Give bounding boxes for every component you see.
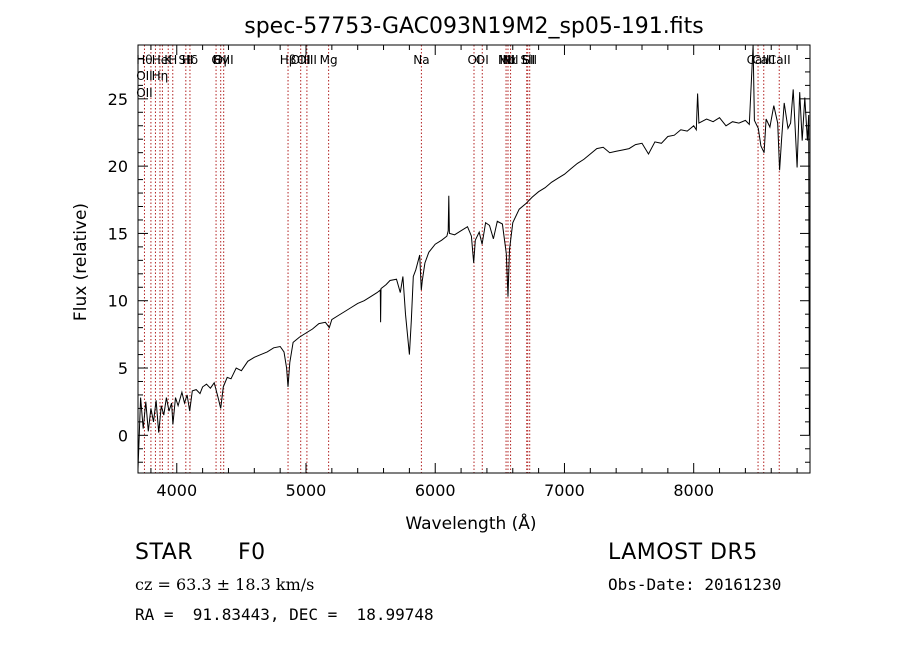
- spectral-line-label: OII: [136, 86, 153, 100]
- spectral-line-label: OI: [476, 53, 489, 67]
- y-tick-label: 5: [118, 359, 128, 378]
- x-tick-label: 4000: [156, 481, 197, 500]
- spectral-line-label: OIII: [297, 53, 317, 67]
- spectral-line-label: SII: [520, 53, 535, 67]
- spectral-line-label: Li: [522, 53, 532, 67]
- chart-title: spec-57753-GAC093N19M2_sp05-191.fits: [244, 14, 704, 39]
- spectral-line-label: OII: [136, 69, 153, 83]
- x-tick-label: 5000: [286, 481, 327, 500]
- spectral-line-label: G: [211, 53, 220, 67]
- redshift-readout: cz = 63.3 ± 18.3 km/s: [135, 575, 315, 594]
- spectrum-series-line: [137, 44, 811, 470]
- spectral-line-label: Hβ: [280, 53, 297, 67]
- spectral-line-label: H: [168, 53, 177, 67]
- spectral-line-label: Hθ: [136, 53, 152, 67]
- x-tick-label: 8000: [673, 481, 714, 500]
- spectral-line-label: Hδ: [182, 53, 198, 67]
- spectral-line-label: Hα: [500, 53, 517, 67]
- y-tick-label: 10: [108, 292, 128, 311]
- y-axis-label: Flux (relative): [71, 203, 91, 321]
- spectral-line-label: K: [164, 53, 173, 67]
- x-tick-label: 7000: [544, 481, 585, 500]
- y-tick-label: 20: [108, 157, 128, 176]
- spectral-line-label: Hγ: [213, 53, 229, 67]
- y-tick-label: 15: [108, 224, 128, 243]
- ra-dec-readout: RA = 91.83443, DEC = 18.99748: [135, 605, 434, 624]
- plot-frame: [137, 44, 811, 474]
- spectral-line-label: OIII: [214, 53, 234, 67]
- survey-name: LAMOST DR5: [608, 540, 758, 565]
- y-tick-label: 25: [108, 90, 128, 109]
- spectral-line-label: NII: [498, 53, 514, 67]
- x-axis-label: Wavelength (Å): [405, 512, 536, 534]
- spectral-line-label: OIII: [291, 53, 311, 67]
- spectral-line-label: SII: [522, 53, 537, 67]
- x-tick-label: 6000: [415, 481, 456, 500]
- spectral-line-label: He: [152, 53, 168, 67]
- spectral-line-label: CaII: [768, 53, 791, 67]
- spectral-line-label: Na: [413, 53, 429, 67]
- spectral-line-label: SII: [178, 53, 193, 67]
- object-subclass: F0: [238, 540, 266, 565]
- obs-date: Obs-Date: 20161230: [608, 575, 782, 594]
- spectral-line-label: OI: [468, 53, 481, 67]
- y-tick-label: 0: [118, 426, 128, 445]
- spectral-line-label: Mg: [320, 53, 338, 67]
- object-class: STAR: [135, 540, 194, 565]
- spectral-line-label: Hη: [152, 69, 169, 83]
- spectral-line-label: NII: [503, 53, 519, 67]
- spectral-line-label: CaII: [752, 53, 775, 67]
